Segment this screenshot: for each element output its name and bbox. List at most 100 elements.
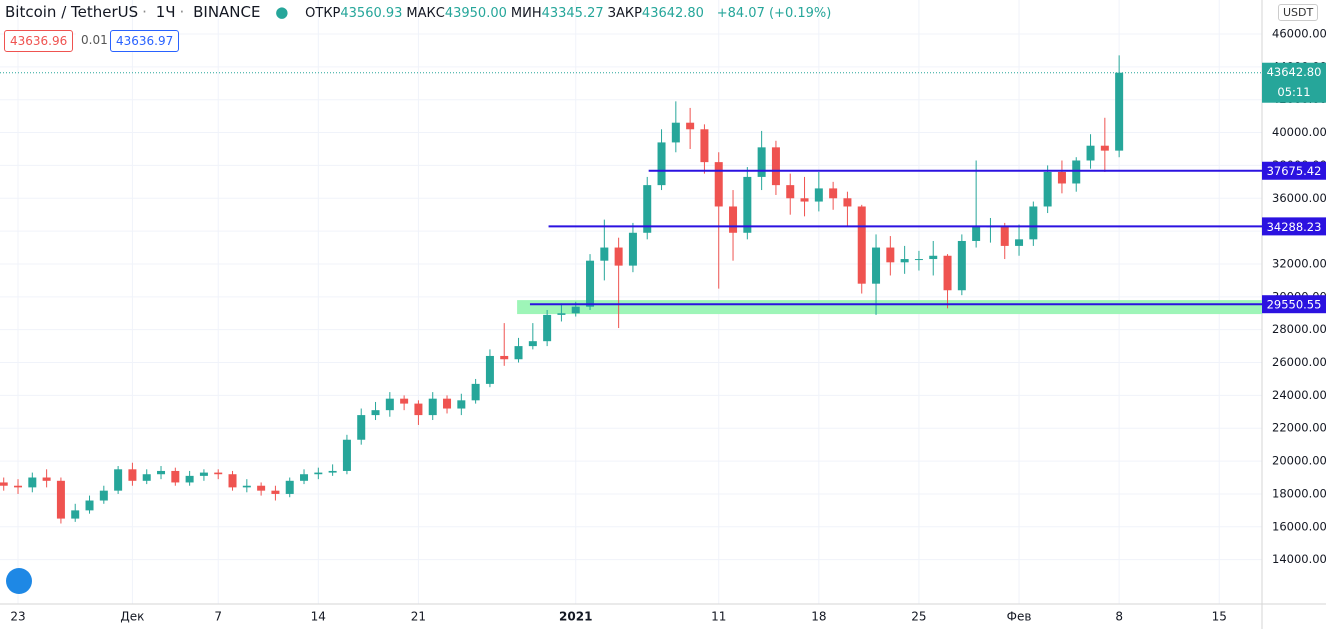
- candle-body: [371, 410, 380, 416]
- y-tick-label: 18000.00: [1272, 486, 1326, 500]
- candle-body: [314, 472, 323, 475]
- y-tick-label: 40000.00: [1272, 125, 1326, 139]
- candle-body: [872, 247, 881, 284]
- candle-body: [771, 147, 780, 186]
- candle-body: [786, 185, 795, 199]
- candle-body: [99, 490, 108, 501]
- last-price-box: [1262, 62, 1326, 103]
- candle-body: [71, 510, 80, 519]
- candle-body: [357, 415, 366, 440]
- candle-body: [485, 355, 494, 384]
- ask[interactable]: 43636.97: [110, 30, 180, 52]
- candle-body: [643, 185, 652, 233]
- candle-body: [943, 255, 952, 291]
- level-label: 29550.55: [1267, 298, 1322, 312]
- candle-body: [142, 474, 151, 481]
- level-label: 34288.23: [1267, 220, 1322, 234]
- candle-body: [1029, 206, 1038, 240]
- candle-body: [328, 470, 337, 473]
- x-tick-label: 7: [214, 610, 222, 624]
- y-tick-label: 16000.00: [1272, 519, 1326, 533]
- candle-body: [1072, 160, 1081, 184]
- candle-body: [1057, 171, 1066, 184]
- candle-body: [700, 129, 709, 163]
- x-tick-label: Фев: [1007, 610, 1032, 624]
- currency[interactable]: USDT: [1278, 4, 1319, 21]
- level-label-box: [1262, 295, 1326, 314]
- candle-body: [914, 259, 923, 261]
- symbol: Bitcoin / TetherUS: [5, 3, 139, 21]
- candle-body: [628, 232, 637, 266]
- candle-body: [300, 474, 309, 481]
- candle-body: [1000, 226, 1009, 246]
- x-tick-label: 23: [10, 610, 25, 624]
- candle-body: [957, 240, 966, 291]
- ohlc-value: 43345.27: [541, 6, 604, 21]
- candle-body: [557, 313, 566, 315]
- candle-body: [743, 176, 752, 233]
- ohlc-name: МИН: [510, 6, 542, 21]
- candle-body: [1115, 72, 1124, 151]
- candle-body: [214, 472, 223, 475]
- x-tick-label: 2021: [559, 610, 592, 624]
- ohlc-name: ЗАКР: [607, 6, 642, 21]
- candle-body: [1015, 239, 1024, 246]
- candle-body: [257, 485, 266, 491]
- candle-body: [457, 400, 466, 409]
- x-tick-label: 8: [1115, 610, 1123, 624]
- candle-body: [157, 470, 166, 475]
- x-tick-label: 25: [911, 610, 926, 624]
- candle-body: [543, 314, 552, 342]
- logo[interactable]: [6, 568, 32, 594]
- candle-body: [657, 142, 666, 186]
- candle-body: [571, 306, 580, 314]
- candle-body: [128, 469, 137, 481]
- candle-body: [385, 398, 394, 411]
- candle-body: [242, 485, 251, 488]
- x-tick-label: 21: [411, 610, 426, 624]
- y-tick-label: 14000.00: [1272, 552, 1326, 566]
- candle-body: [600, 247, 609, 261]
- candle-body: [285, 480, 294, 494]
- candle-body: [1086, 145, 1095, 161]
- countdown: 05:11: [1277, 85, 1310, 99]
- candle-body: [14, 485, 23, 488]
- candle-body: [1100, 145, 1109, 151]
- candle-body: [671, 122, 680, 143]
- candle-body: [714, 162, 723, 207]
- ohlc-value: 43560.93: [340, 6, 403, 21]
- candle-body: [586, 260, 595, 307]
- ohlc-name: ОТКР: [305, 6, 341, 21]
- candle-body: [686, 122, 695, 130]
- candle-body: [757, 147, 766, 177]
- candle-body: [528, 341, 537, 347]
- level-label: 37675.42: [1267, 164, 1322, 178]
- candle-body: [614, 247, 623, 266]
- candle-body: [972, 226, 981, 241]
- candle-body: [271, 490, 280, 494]
- candle-body: [857, 206, 866, 284]
- header: Bitcoin / TetherUS · 1Ч · BINANCE ● ОТКР43…: [5, 3, 832, 21]
- candle-body: [400, 398, 409, 404]
- x-tick-label: Дек: [120, 610, 144, 624]
- level-label-box: [1262, 217, 1326, 236]
- candle-body: [0, 482, 8, 486]
- y-tick-label: 24000.00: [1272, 388, 1326, 402]
- candle-body: [443, 398, 452, 409]
- candle-body: [900, 259, 909, 263]
- bid[interactable]: 43636.96: [4, 30, 74, 52]
- ohlc-name: МАКС: [406, 6, 445, 21]
- y-tick-label: 36000.00: [1272, 191, 1326, 205]
- candle-body: [85, 500, 94, 511]
- change: +84.07 (+0.19%): [716, 6, 832, 21]
- ohlc-value: 43950.00: [444, 6, 507, 21]
- candle-body: [729, 206, 738, 233]
- y-tick-label: 28000.00: [1272, 322, 1326, 336]
- y-tick-label: 26000.00: [1272, 355, 1326, 369]
- candle-body: [42, 477, 51, 481]
- y-tick-label: 22000.00: [1272, 421, 1326, 435]
- candle-body: [843, 198, 852, 207]
- candle-body: [471, 383, 480, 401]
